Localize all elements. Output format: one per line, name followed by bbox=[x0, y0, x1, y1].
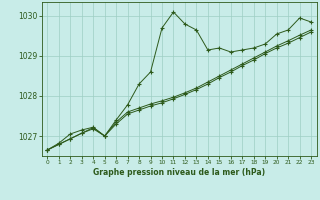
X-axis label: Graphe pression niveau de la mer (hPa): Graphe pression niveau de la mer (hPa) bbox=[93, 168, 265, 177]
